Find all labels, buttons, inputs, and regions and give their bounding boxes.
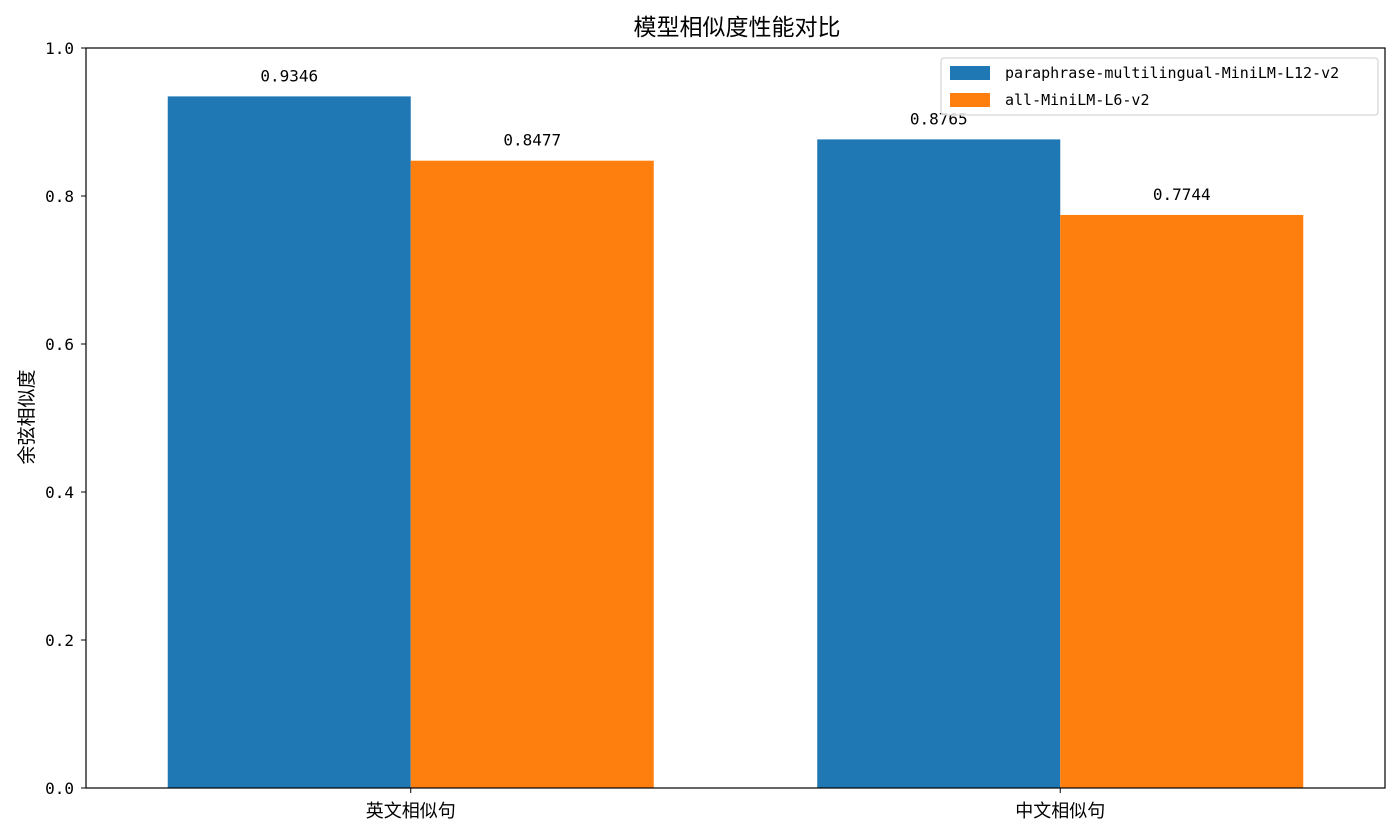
legend-swatch-2 [950,93,990,107]
plot-frame [85,47,1386,789]
y-tick-label: 0.0 [45,779,74,798]
y-axis-label: 余弦相似度 [16,369,38,464]
legend: paraphrase-multilingual-MiniLM-L12-v2 all… [940,57,1379,116]
x-tick-label: 英文相似句 [366,801,456,822]
data-label: 0.8477 [503,131,561,150]
data-label: 0.9346 [260,66,318,85]
legend-box [940,57,1379,116]
x-tick-label: 中文相似句 [1015,801,1105,822]
legend-label-2: all-MiniLM-L6-v2 [1005,91,1150,109]
y-tick-label: 0.2 [45,631,74,650]
bar-2-2 [1060,214,1304,789]
bar-1-2 [817,139,1061,788]
y-tick-label: 0.6 [45,335,74,354]
data-label: 0.7744 [1153,185,1211,204]
chart-title: 模型相似度性能对比 [634,15,841,41]
legend-swatch-1 [950,66,990,80]
legend-label-1: paraphrase-multilingual-MiniLM-L12-v2 [1005,64,1339,82]
y-tick-label: 1.0 [45,39,74,58]
plot-area: 0.93460.8477英文相似句0.87650.7744中文相似句0.00.2… [45,39,1386,822]
bar-2-1 [410,160,654,788]
y-tick-label: 0.8 [45,187,74,206]
y-tick-label: 0.4 [45,483,74,502]
bar-1-1 [167,96,411,788]
